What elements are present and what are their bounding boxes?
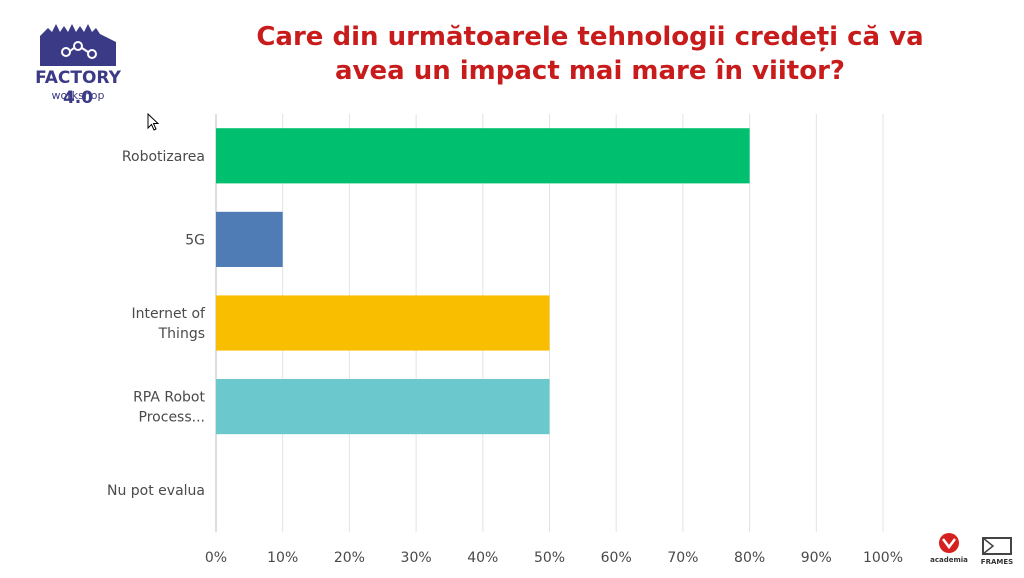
x-tick-label: 10%	[267, 550, 298, 566]
mouse-cursor-icon	[147, 113, 160, 131]
bar	[216, 211, 283, 267]
category-label: 5G	[185, 232, 205, 248]
x-tick-label: 0%	[205, 550, 227, 566]
x-tick-label: 20%	[334, 550, 365, 566]
x-tick-label: 70%	[667, 550, 698, 566]
frames-logo-icon	[982, 537, 1012, 555]
bar	[216, 379, 550, 435]
category-label: Robotizarea	[122, 149, 205, 165]
x-tick-label: 50%	[534, 550, 565, 566]
x-tick-label: 60%	[601, 550, 632, 566]
academia-logo-icon	[939, 533, 959, 553]
x-tick-label: 100%	[863, 550, 903, 566]
academia-logo: academia	[925, 532, 973, 572]
title-line-2: avea un impact mai mare în viitor?	[334, 56, 846, 86]
logo-subtitle: workshop	[51, 89, 105, 102]
frames-logo: FRAMES	[977, 534, 1017, 572]
category-label: Internet of Things	[131, 306, 206, 342]
category-label: RPA Robot Process...	[133, 390, 205, 426]
x-tick-label: 40%	[467, 550, 498, 566]
page-title: Care din următoarele tehnologii credeți …	[180, 20, 1000, 88]
x-tick-label: 80%	[734, 550, 765, 566]
x-tick-label: 90%	[801, 550, 832, 566]
logo-title: FACTORY 4.0	[35, 68, 121, 108]
title-line-1: Care din următoarele tehnologii credeți …	[256, 22, 924, 52]
bar	[216, 128, 750, 184]
factory-logo: FACTORY 4.0 workshop	[18, 20, 138, 110]
factory-icon	[40, 24, 116, 66]
x-tick-label: 30%	[401, 550, 432, 566]
category-label: Nu pot evalua	[107, 483, 205, 499]
frames-label: FRAMES	[980, 558, 1014, 566]
bar	[216, 295, 550, 351]
academia-label: academia	[930, 556, 968, 564]
